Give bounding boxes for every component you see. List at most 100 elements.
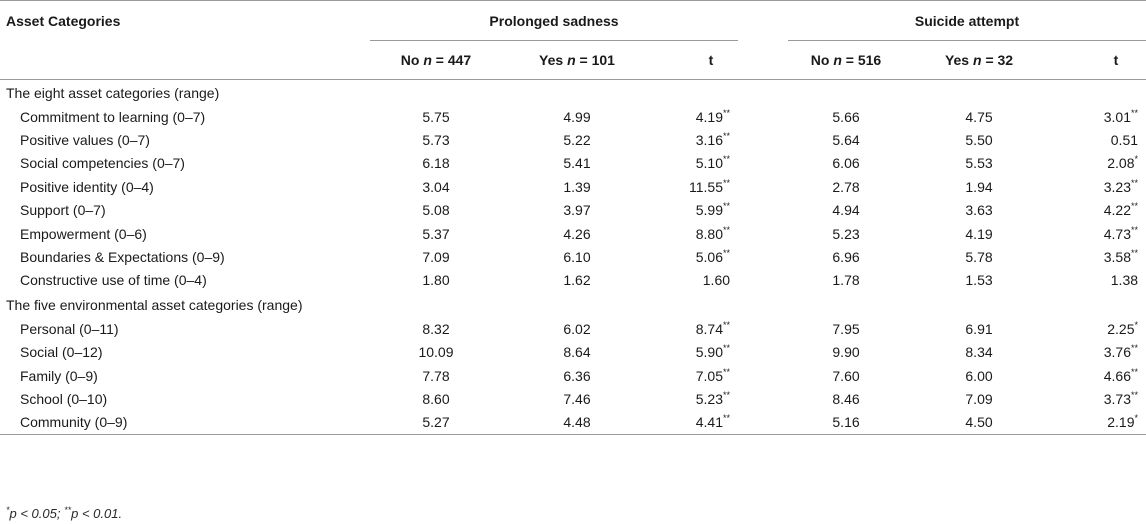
t-value-cell: 4.22** (1054, 199, 1146, 222)
mean-cell: 6.02 (563, 320, 591, 337)
significance-marker: ** (723, 131, 731, 142)
t-value: 3.73 (1103, 390, 1131, 407)
col-header-text: Yes (539, 52, 564, 68)
row-label: Empowerment (0–6) (20, 225, 147, 242)
spacer-cell (738, 105, 788, 128)
t-value-cell: 4.41** (652, 410, 739, 436)
row-label: Community (0–9) (0, 410, 370, 436)
t-value: 4.73 (1103, 225, 1131, 242)
footnote-text: p < 0.01. (71, 506, 123, 521)
mean-cell: 6.18 (422, 155, 450, 172)
spacer-cell (738, 152, 788, 175)
table-row: Commitment to learning (0–7) 5.75 4.99 4.19… (0, 105, 1146, 128)
stub-header: Asset Categories (0, 0, 370, 41)
mean-cell: 5.22 (563, 132, 591, 149)
mean-cell: 9.90 (832, 344, 860, 361)
t-value: 3.16 (695, 132, 723, 149)
significance-marker: ** (1131, 107, 1139, 118)
col-header-text: No (400, 52, 420, 68)
group-underline (370, 40, 739, 41)
significance-marker: ** (723, 248, 731, 259)
significance-marker: ** (1131, 248, 1139, 259)
mean-cell: 4.75 (965, 108, 993, 125)
mean-cell: 3.97 (563, 202, 591, 219)
significance-marker: ** (723, 201, 731, 212)
table-row: Empowerment (0–6) 5.37 4.26 8.80** 5.23 4.19 4… (0, 222, 1146, 245)
t-value-cell: 5.06** (652, 245, 738, 268)
significance-marker: ** (1131, 389, 1139, 400)
mean-cell: 5.08 (422, 202, 450, 219)
t-value: 7.05 (695, 367, 723, 384)
mean-cell: 4.19 (965, 225, 993, 242)
mean-cell: 1.94 (965, 178, 993, 195)
col-header-n: n (423, 52, 432, 68)
t-value-cell: 2.08* (1054, 152, 1146, 175)
header-spacer (738, 41, 788, 80)
mean-cell: 8.60 (422, 390, 450, 407)
row-label: School (0–10) (20, 390, 108, 407)
mean-cell: 8.46 (832, 390, 860, 407)
group-underline (788, 40, 1146, 41)
t-value: 3.76 (1103, 344, 1131, 361)
significance-marker: ** (723, 177, 731, 188)
mean-cell: 6.10 (563, 249, 591, 266)
mean-cell: 4.50 (904, 410, 1055, 436)
significance-marker: ** (1131, 201, 1139, 212)
mean-cell: 8.32 (422, 320, 450, 337)
mean-cell: 4.48 (502, 410, 652, 436)
mean-cell: 5.41 (563, 155, 591, 172)
row-label: Family (0–9) (20, 367, 98, 384)
t-value-cell: 8.80** (652, 222, 738, 245)
mean-cell: 5.37 (422, 225, 450, 242)
significance-marker: ** (1131, 343, 1139, 354)
t-value: 5.10 (695, 155, 723, 172)
col-header-sa-no: No n = 516 (788, 41, 904, 80)
significance-marker: ** (723, 319, 731, 330)
significance-marker: ** (723, 366, 731, 377)
mean-cell: 4.94 (832, 202, 860, 219)
spacer-cell (738, 222, 788, 245)
mean-cell: 4.99 (563, 108, 591, 125)
header-row-groups: Asset Categories Prolonged sadness Suici… (0, 0, 1146, 41)
row-label: Positive identity (0–4) (20, 178, 154, 195)
t-value: 5.06 (695, 249, 723, 266)
t-value: 5.23 (695, 390, 723, 407)
spacer-cell (738, 269, 788, 292)
t-value-cell: 2.19* (1054, 410, 1146, 436)
section-row: The five environmental asset categories … (0, 292, 1146, 317)
t-value-cell: 4.19** (652, 105, 738, 128)
t-value-cell: 5.90** (652, 341, 738, 364)
spacer-cell (738, 364, 788, 387)
col-header-n-value: = 516 (845, 52, 882, 68)
mean-cell: 5.16 (788, 410, 905, 436)
footnote-marker: * (6, 505, 10, 515)
mean-cell: 6.96 (832, 249, 860, 266)
header-row-columns: No n = 447 Yes n = 101 t No n = 516 Yes … (0, 41, 1146, 80)
significance-marker: ** (723, 154, 731, 165)
mean-cell: 5.23 (832, 225, 860, 242)
col-header-sa-yes: Yes n = 32 (904, 41, 1054, 80)
footnote-marker: ** (64, 505, 72, 515)
mean-cell: 6.91 (965, 320, 993, 337)
table-row: Support (0–7) 5.08 3.97 5.99** 4.94 3.63 4.22*… (0, 199, 1146, 222)
t-value: 0.51 (1110, 132, 1139, 149)
significance-marker: ** (1131, 177, 1139, 188)
group-label: Prolonged sadness (489, 13, 619, 29)
mean-cell: 5.53 (965, 155, 993, 172)
col-header-sa-t: t (1113, 52, 1119, 68)
table-row: School (0–10) 8.60 7.46 5.23** 8.46 7.09 3.73*… (0, 387, 1146, 410)
col-header-n-value: = 101 (579, 52, 615, 68)
spacer-cell (738, 410, 789, 436)
mean-cell: 3.04 (422, 178, 450, 195)
mean-cell: 10.09 (418, 344, 454, 361)
group-header-suicide-attempt: Suicide attempt (788, 0, 1146, 41)
t-value-cell: 7.05** (652, 364, 738, 387)
mean-cell: 6.36 (563, 367, 591, 384)
t-value: 3.01 (1103, 108, 1131, 125)
mean-cell: 3.63 (965, 202, 993, 219)
table-body: The eight asset categories (range) Commit… (0, 80, 1146, 436)
col-header-n: n (567, 52, 576, 68)
col-header-text: No (810, 52, 830, 68)
t-value-cell: 1.38 (1054, 269, 1146, 292)
